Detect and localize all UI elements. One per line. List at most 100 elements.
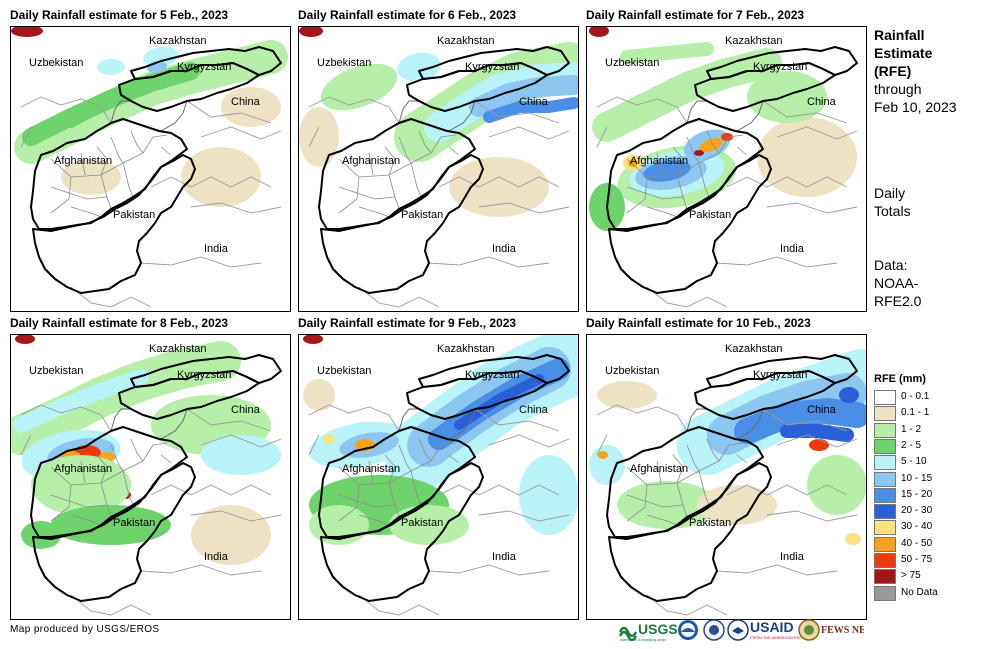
label-kazakhstan: Kazakhstan [725, 343, 783, 355]
legend-item: 0 - 0.1 [874, 390, 974, 406]
province-boundary [718, 442, 744, 462]
province-boundary [698, 470, 710, 506]
legend-label: 20 - 30 [901, 505, 933, 517]
province-boundary [338, 466, 360, 522]
data-source-note: Data: NOAA- RFE2.0 [874, 256, 979, 310]
label-india: India [780, 551, 804, 563]
region-outline [32, 154, 196, 294]
label-afghanistan: Afghanistan [342, 155, 401, 167]
rainfall-map [11, 335, 282, 616]
country-boundary [596, 126, 608, 148]
label-india: India [204, 551, 228, 563]
label-china: China [231, 404, 260, 416]
rain-area [721, 133, 733, 141]
panel-title: Daily Rainfall estimate for 10 Feb., 202… [586, 316, 811, 330]
rainfall-map [303, 335, 578, 616]
legend-item: 50 - 75 [874, 553, 974, 569]
label-uzbekistan: Uzbekistan [605, 365, 660, 377]
province-boundary [70, 152, 144, 178]
rain-band [592, 48, 782, 142]
province-boundary [160, 146, 172, 156]
map-frame: Kazakhstan Uzbekistan Kyrgyzstan China A… [10, 26, 291, 312]
legend-swatch [874, 585, 896, 601]
panel-title: Daily Rainfall estimate for 5 Feb., 2023 [10, 8, 229, 22]
country-boundary [186, 100, 272, 124]
province-boundary [448, 454, 460, 464]
country-boundary [596, 434, 608, 456]
province-boundary [358, 206, 390, 218]
fewsnet-logo: FEWS NET [798, 619, 873, 641]
province-boundary [626, 186, 684, 200]
rain-area [449, 157, 549, 217]
country-boundary [70, 286, 152, 308]
province-boundary [70, 206, 102, 218]
rain-area [221, 87, 281, 127]
rain-area [299, 27, 323, 37]
legend-item: 20 - 30 [874, 504, 974, 520]
rain-area [699, 138, 723, 152]
daily-totals-note: Daily Totals [874, 184, 979, 220]
legend-item: 10 - 15 [874, 471, 974, 488]
province-boundary [368, 152, 374, 176]
label-afghanistan: Afghanistan [630, 155, 689, 167]
province-boundary [70, 514, 102, 526]
country-boundary [308, 404, 400, 432]
label-uzbekistan: Uzbekistan [317, 365, 372, 377]
panel-title: Daily Rainfall estimate for 6 Feb., 2023 [298, 8, 517, 22]
usaid-logo: USAID FROM THE AMERICAN PEOPLE [727, 619, 810, 641]
legend-swatch [874, 471, 896, 487]
label-india: India [204, 243, 228, 255]
legend-label: 50 - 75 [901, 554, 933, 565]
country-boundary [358, 594, 440, 616]
country-boundary [20, 96, 112, 124]
label-pakistan: Pakistan [113, 209, 156, 221]
rain-band [780, 424, 854, 442]
rain-area [519, 455, 578, 535]
rain-area [597, 381, 657, 409]
map-frame: Kazakhstan Uzbekistan Kyrgyzstan China A… [298, 334, 579, 620]
borders-layer [596, 354, 858, 616]
note-line: Data: [874, 257, 908, 273]
country-boundary [150, 484, 272, 496]
legend-item: 2 - 5 [874, 438, 974, 455]
province-boundary [706, 438, 720, 462]
rain-area [21, 521, 61, 549]
region-outline [406, 370, 548, 420]
region-outline [406, 62, 548, 112]
province-boundary [672, 454, 684, 484]
map-credit: Map produced by USGS/EROS [10, 624, 160, 635]
label-china: China [519, 404, 548, 416]
legend-swatch [874, 520, 896, 536]
province-boundary [626, 466, 648, 522]
country-boundary [70, 594, 152, 616]
country-boundary [726, 484, 848, 496]
label-kyrgyzstan: Kyrgyzstan [177, 61, 232, 73]
label-uzbekistan: Uzbekistan [29, 57, 84, 69]
title-line: (RFE) [874, 63, 912, 79]
legend-item: > 75 [874, 569, 974, 585]
borders-layer [308, 46, 570, 308]
usgs-logo: USGS science for a changing world [618, 621, 678, 642]
province-boundary [160, 454, 172, 464]
rain-area [191, 505, 271, 565]
label-afghanistan: Afghanistan [54, 463, 113, 475]
label-china: China [807, 96, 836, 108]
borders-layer [20, 46, 282, 308]
fewsnet-wordmark: FEWS NET [821, 625, 864, 636]
title-line: Feb 10, 2023 [874, 99, 957, 115]
country-boundary [766, 202, 858, 214]
rain-area [809, 439, 829, 451]
legend-swatch [874, 438, 896, 454]
province-boundary [736, 146, 748, 156]
map-frame: Kazakhstan Uzbekistan Kyrgyzstan China A… [586, 334, 867, 620]
region-outline [32, 462, 196, 602]
country-boundary [474, 100, 560, 124]
country-boundary [596, 96, 688, 124]
figure-title: Rainfall Estimate (RFE) through Feb 10, … [874, 26, 979, 116]
rain-band [734, 398, 866, 444]
country-boundary [646, 594, 728, 616]
label-pakistan: Pakistan [401, 209, 444, 221]
rain-area [51, 505, 171, 545]
country-boundary [776, 126, 858, 140]
province-boundary [368, 460, 374, 484]
